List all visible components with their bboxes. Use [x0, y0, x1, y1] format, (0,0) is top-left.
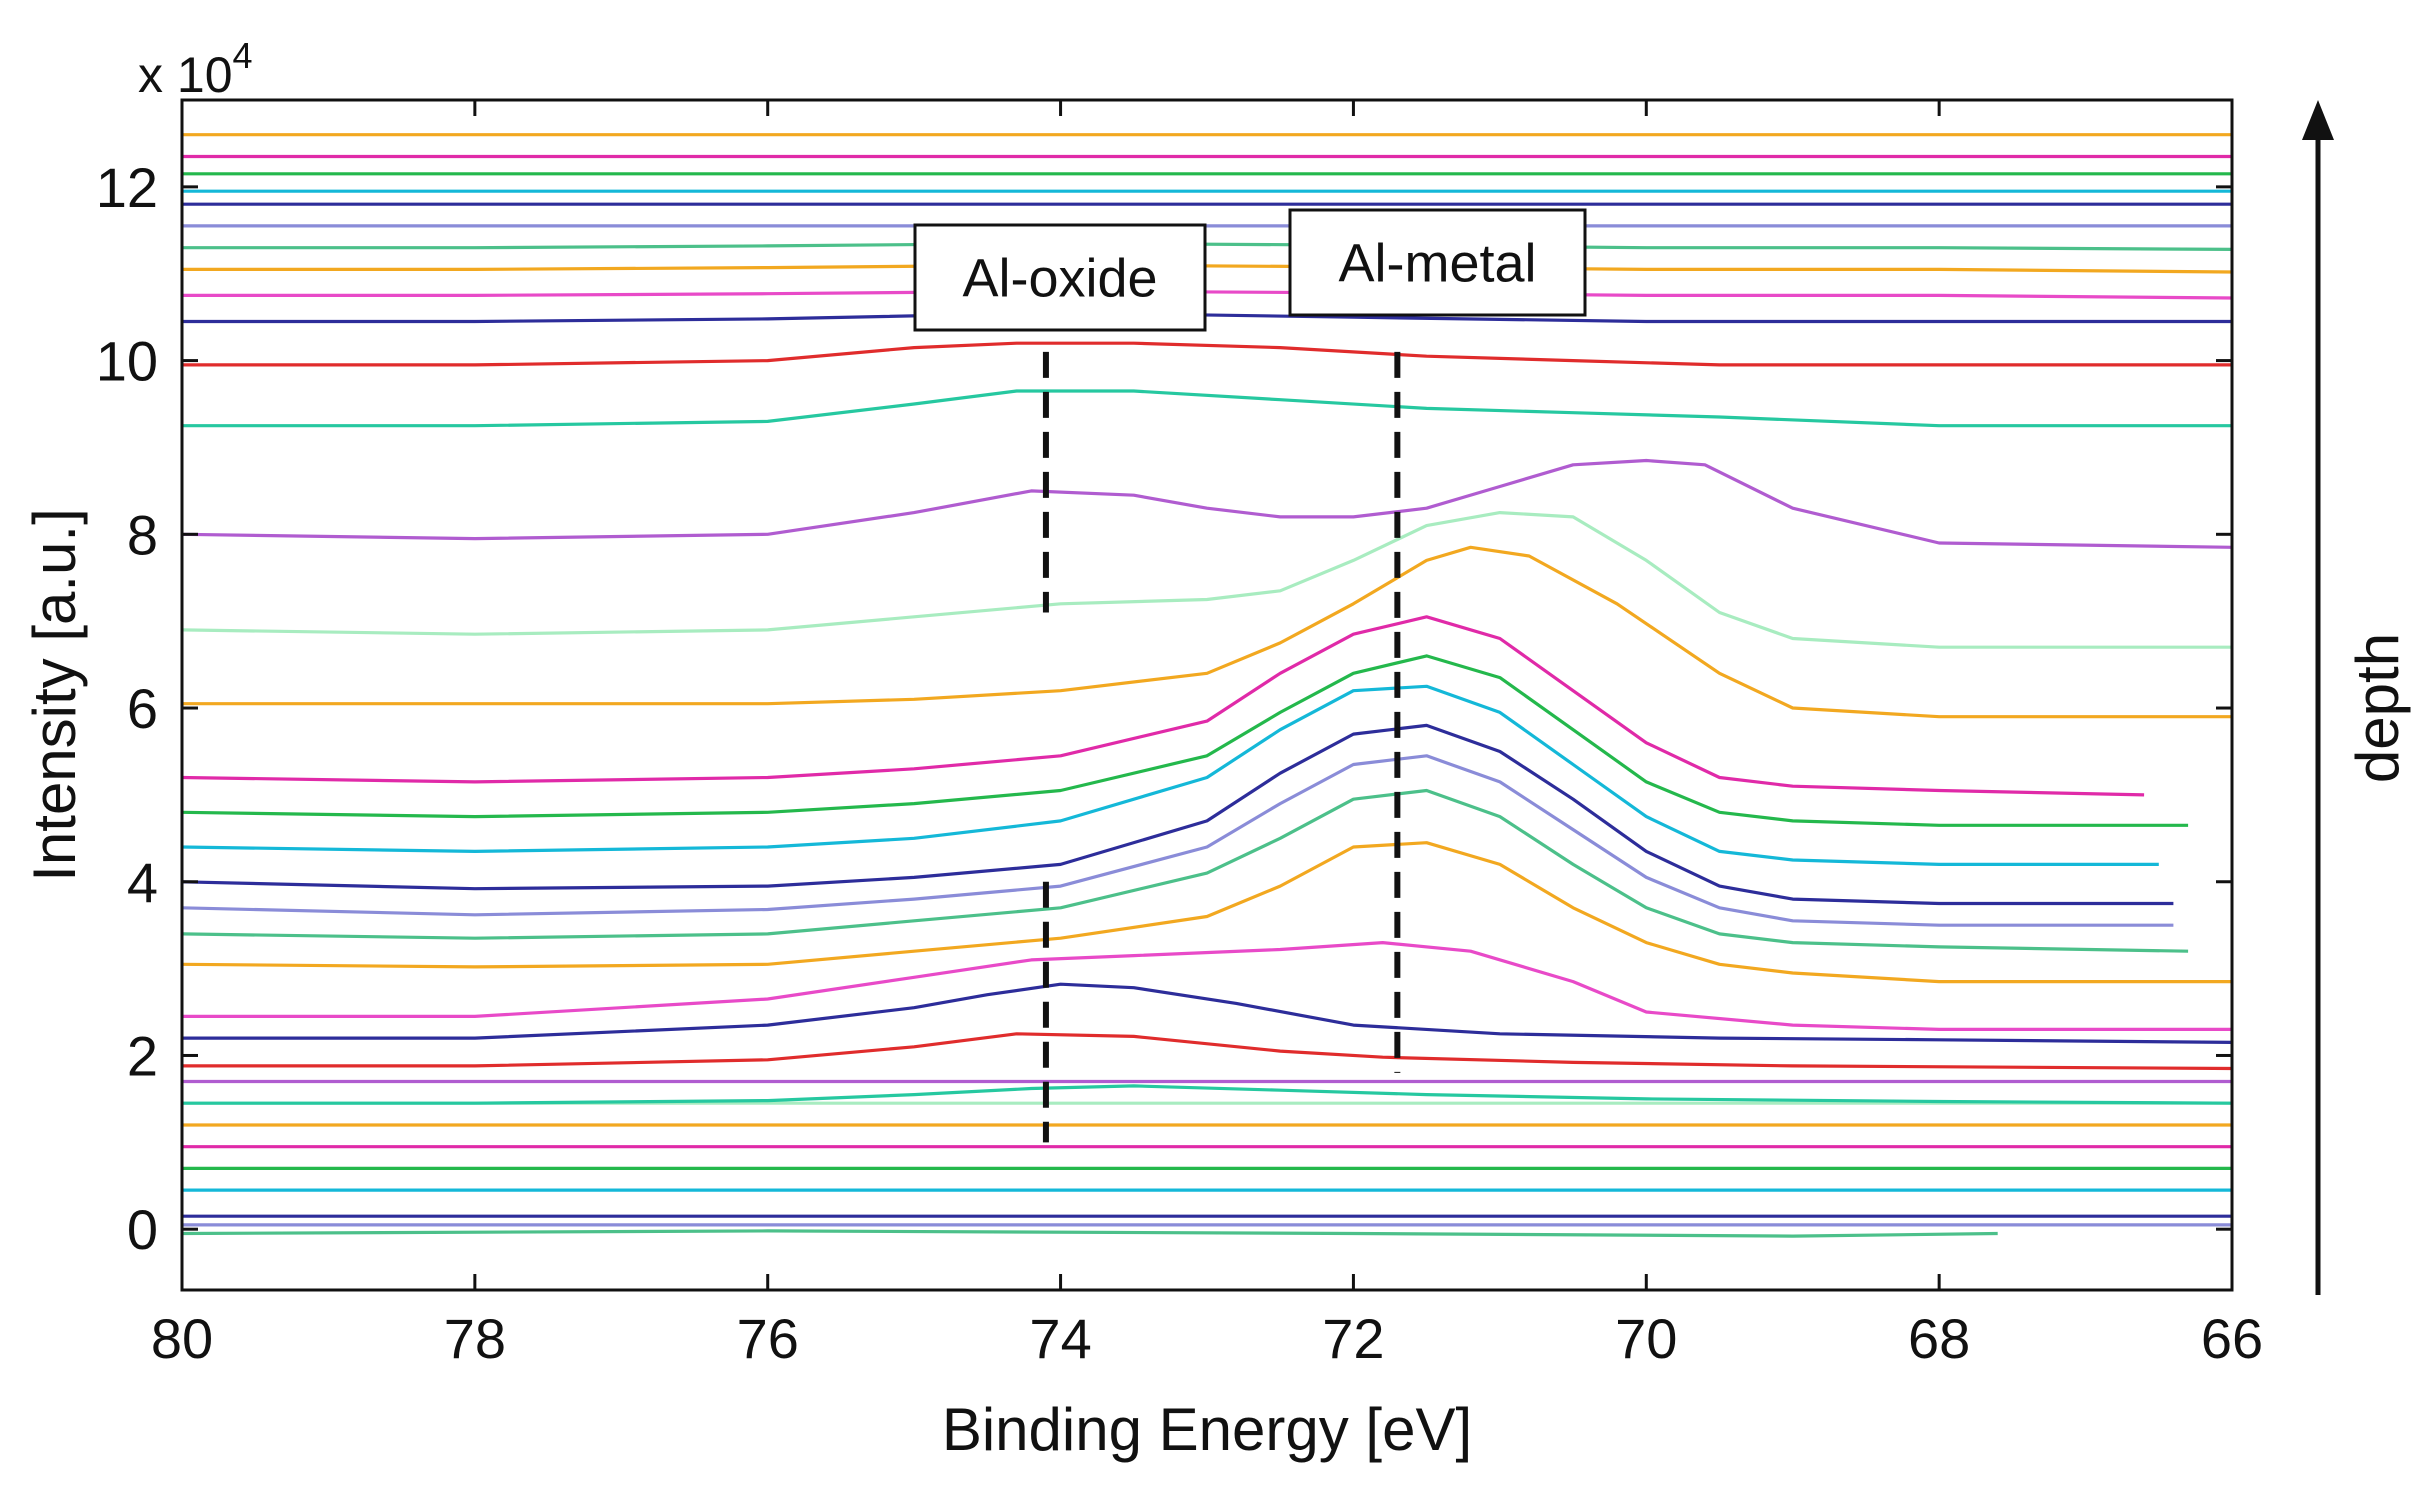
depth-label: depth — [2344, 633, 2411, 783]
x-tick-label: 74 — [1029, 1307, 1091, 1370]
al-metal-annotation-label: Al-metal — [1338, 234, 1536, 294]
x-tick-label: 66 — [2201, 1307, 2263, 1370]
series-layer — [181, 133, 2233, 1238]
x-tick-label: 70 — [1615, 1307, 1677, 1370]
al-oxide-annotation-box — [913, 223, 1207, 332]
series-line-25 — [182, 341, 2232, 367]
annotation-layer: Al-oxide Al-metal — [913, 208, 1587, 1143]
series-line-11 — [182, 1032, 2233, 1071]
x-tick-label: 80 — [151, 1307, 213, 1370]
depth-arrow-head — [2302, 100, 2334, 140]
depth-indicator: depth — [2302, 100, 2411, 1295]
series-line-29 — [182, 241, 2233, 251]
y-tick-label: 2 — [127, 1024, 158, 1087]
y-tick-label: 10 — [96, 330, 158, 393]
series-line-21 — [182, 545, 2232, 719]
series-line-1 — [181, 1229, 1998, 1238]
y-tick-label: 12 — [96, 156, 158, 219]
series-line-26 — [182, 311, 2232, 324]
x-tick-label: 68 — [1908, 1307, 1970, 1370]
y-tick-label: 8 — [127, 503, 158, 566]
y-multiplier-label: x 104 — [138, 35, 253, 103]
series-line-12 — [182, 982, 2233, 1044]
x-tick-label: 76 — [737, 1307, 799, 1370]
series-line-18 — [181, 684, 2159, 866]
x-axis-label: Binding Energy [eV] — [942, 1396, 1472, 1463]
series-line-20 — [181, 615, 2145, 797]
al-metal-annotation-box — [1288, 208, 1587, 317]
y-tick-label: 4 — [127, 851, 158, 914]
series-line-13 — [182, 941, 2232, 1031]
series-line-10 — [182, 1084, 2233, 1105]
x-tick-label: 78 — [444, 1307, 506, 1370]
x-tick-label: 72 — [1322, 1307, 1384, 1370]
series-line-23 — [181, 458, 2233, 549]
y-axis-label: Intensity [a.u.] — [21, 508, 88, 882]
series-line-24 — [182, 389, 2232, 428]
series-line-16 — [181, 754, 2174, 927]
series-line-15 — [181, 788, 2189, 953]
al-oxide-annotation-label: Al-oxide — [962, 249, 1157, 309]
series-line-22 — [181, 511, 2232, 649]
series-line-19 — [181, 654, 2189, 827]
series-line-28 — [182, 263, 2233, 274]
plot-frame — [180, 98, 2234, 1292]
series-line-17 — [181, 723, 2174, 906]
series-line-27 — [182, 289, 2233, 300]
y-tick-label: 6 — [127, 677, 158, 740]
y-tick-label: 0 — [127, 1198, 158, 1261]
series-line-14 — [181, 841, 2232, 984]
